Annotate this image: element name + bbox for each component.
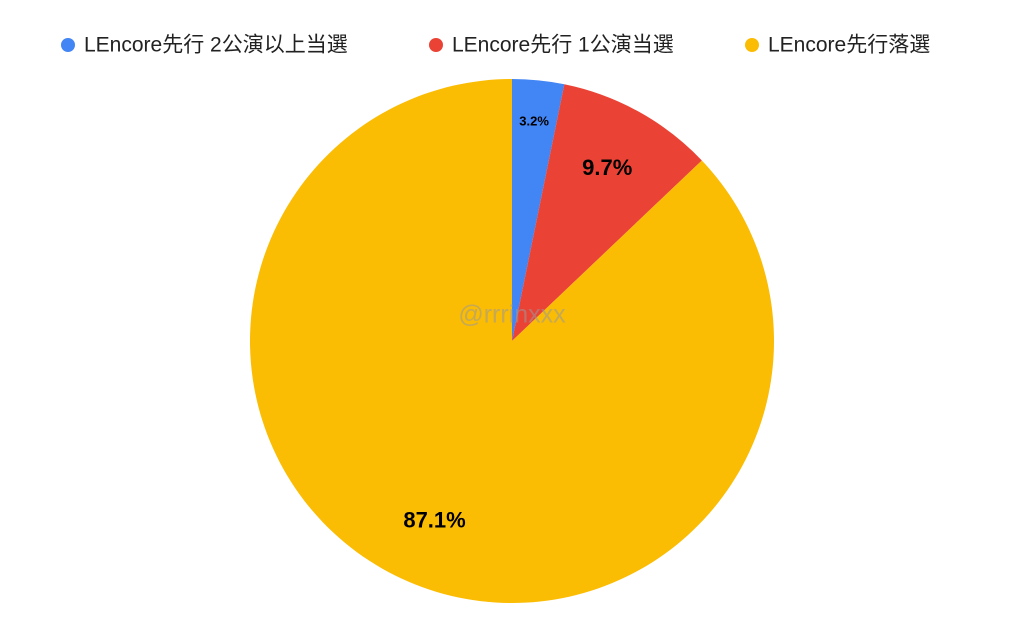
legend-label: LEncore先行 2公演以上当選 <box>84 34 348 57</box>
legend-marker <box>429 38 443 52</box>
pie-slice <box>512 84 702 341</box>
legend-label: LEncore先行落選 <box>768 34 930 57</box>
watermark: @rrrinxxx <box>458 301 566 329</box>
slice-label: 9.7% <box>582 155 632 180</box>
legend-marker <box>61 38 75 52</box>
slice-label: 87.1% <box>403 507 465 532</box>
slice-label: 3.2% <box>519 113 549 128</box>
pie-slice <box>512 79 565 341</box>
legend-label: LEncore先行 1公演当選 <box>452 34 674 57</box>
legend-marker <box>745 38 759 52</box>
pie-slice <box>249 79 774 604</box>
